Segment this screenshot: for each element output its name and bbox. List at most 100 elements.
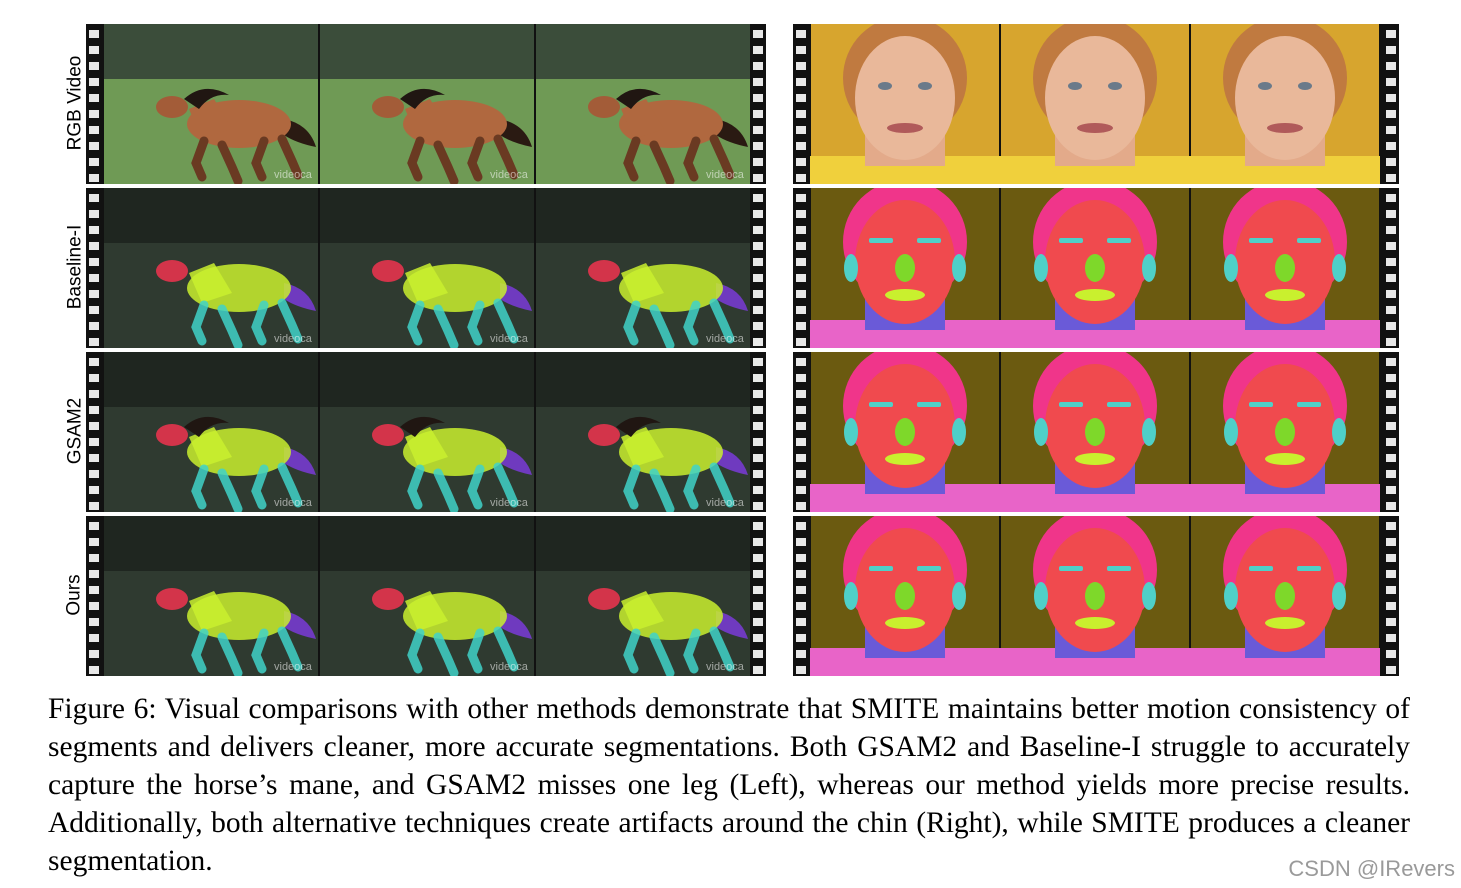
- horse-neck: [189, 263, 232, 303]
- face-skin: [1235, 36, 1335, 160]
- horse-neck: [405, 427, 448, 467]
- right-brow: [917, 238, 941, 243]
- face-nose: [895, 254, 915, 282]
- video-watermark: videoca: [490, 661, 529, 673]
- horse-leg: [407, 628, 425, 674]
- face-mouth: [1265, 453, 1305, 465]
- horse-frame-2: [372, 260, 532, 348]
- face-frame-2: [1000, 516, 1190, 676]
- horse-leg: [277, 298, 303, 344]
- right-eye: [918, 82, 932, 90]
- face-frame-1: [810, 516, 1000, 676]
- horse-leg: [433, 304, 459, 348]
- horse-leg: [493, 626, 519, 672]
- face-mouth: [1075, 453, 1115, 465]
- face-nose: [1085, 582, 1105, 610]
- horse-neck: [405, 99, 448, 139]
- video-watermark: videoca: [706, 661, 745, 673]
- horse-strip-row-4: videoca videoca videoca: [86, 516, 766, 676]
- horse-tail: [284, 447, 316, 475]
- left-brow: [1249, 566, 1273, 571]
- horse-tail: [500, 611, 532, 639]
- video-watermark: videoca: [490, 333, 529, 345]
- horse-leg: [251, 300, 269, 346]
- horse-tail: [284, 119, 316, 147]
- horse-neck: [621, 591, 664, 631]
- horse-leg: [217, 304, 243, 348]
- face-mouth: [885, 617, 925, 629]
- horse-tail: [500, 283, 532, 311]
- right-brow: [1297, 402, 1321, 407]
- horse-frame-1: [156, 88, 316, 184]
- face-nose: [1275, 582, 1295, 610]
- left-brow: [869, 566, 893, 571]
- face-nose: [895, 418, 915, 446]
- face-nose: [1275, 254, 1295, 282]
- face-frame-1: [810, 188, 1000, 348]
- face-mouth: [1265, 289, 1305, 301]
- horse-leg: [683, 464, 701, 510]
- left-ear: [1034, 582, 1048, 610]
- horse-leg: [467, 464, 485, 510]
- horse-leg: [191, 136, 209, 182]
- horse-tail: [500, 119, 532, 147]
- video-watermark: videoca: [274, 333, 313, 345]
- right-brow: [917, 566, 941, 571]
- horse-neck: [621, 427, 664, 467]
- face-skin: [855, 36, 955, 160]
- tree-band: [104, 352, 318, 407]
- right-eye: [1108, 82, 1122, 90]
- horse-leg: [623, 628, 641, 674]
- horse-head: [156, 96, 188, 118]
- horse-neck: [189, 591, 232, 631]
- horse-leg: [467, 300, 485, 346]
- horse-head: [588, 260, 620, 282]
- right-ear: [1142, 418, 1156, 446]
- figure-caption: Figure 6: Visual comparisons with other …: [48, 693, 1410, 877]
- face-mouth: [1265, 617, 1305, 629]
- horse-mane: [400, 88, 445, 109]
- face-strip-row-4: [793, 516, 1399, 676]
- left-ear: [1034, 418, 1048, 446]
- face-frame-3: [1190, 24, 1380, 184]
- left-brow: [869, 402, 893, 407]
- tree-band: [536, 24, 750, 79]
- left-ear: [1224, 418, 1238, 446]
- tree-band: [320, 352, 534, 407]
- face-mouth: [1077, 123, 1113, 133]
- horse-tail: [284, 611, 316, 639]
- video-watermark: videoca: [706, 169, 745, 181]
- right-brow: [1297, 566, 1321, 571]
- face-frame-3: [1190, 352, 1380, 512]
- right-ear: [1332, 418, 1346, 446]
- horse-leg: [623, 136, 641, 182]
- horse-strip-row-2: videoca videoca videoca: [86, 188, 766, 348]
- horse-head: [372, 96, 404, 118]
- left-brow: [1059, 402, 1083, 407]
- horse-tail: [716, 611, 748, 639]
- horse-strip-row-3: videoca videoca videoca: [86, 352, 766, 512]
- horse-leg: [191, 300, 209, 346]
- horse-leg: [277, 626, 303, 672]
- right-brow: [1107, 402, 1131, 407]
- horse-tail: [716, 119, 748, 147]
- horse-leg: [683, 300, 701, 346]
- horse-leg: [407, 464, 425, 510]
- horse-mane: [616, 88, 661, 109]
- left-ear: [844, 582, 858, 610]
- horse-mane: [616, 416, 661, 437]
- right-ear: [1142, 254, 1156, 282]
- horse-head: [372, 260, 404, 282]
- horse-leg: [251, 628, 269, 674]
- horse-leg: [649, 304, 675, 348]
- horse-frame-1: [156, 416, 316, 512]
- horse-head: [588, 96, 620, 118]
- left-ear: [1224, 254, 1238, 282]
- tree-band: [104, 24, 318, 79]
- video-watermark: videoca: [274, 661, 313, 673]
- credit-watermark: CSDN @IRevers: [1288, 856, 1455, 881]
- horse-head: [588, 424, 620, 446]
- face-nose: [895, 582, 915, 610]
- left-brow: [869, 238, 893, 243]
- horse-head: [156, 588, 188, 610]
